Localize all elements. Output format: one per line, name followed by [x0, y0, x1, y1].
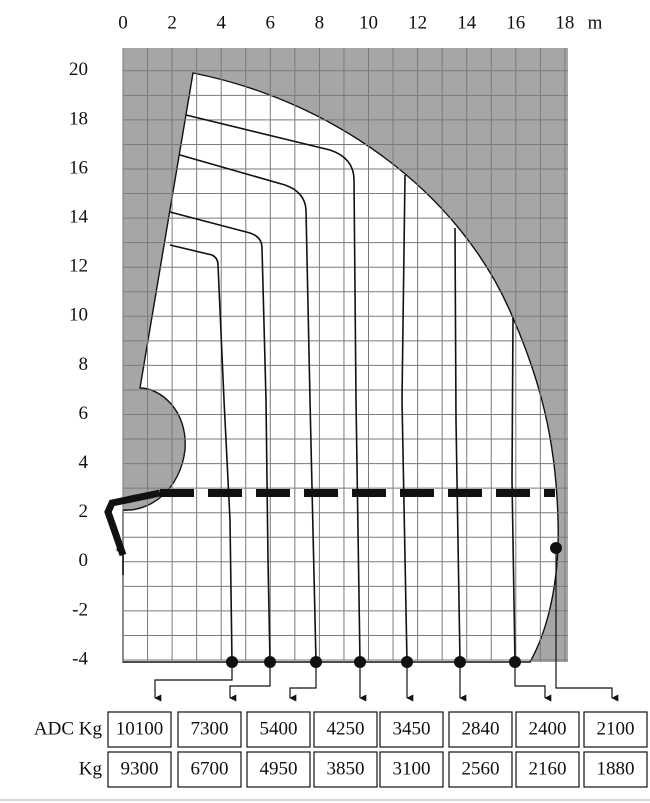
cell-value: 3450 — [393, 718, 431, 739]
x-tick-label: 10 — [359, 12, 378, 33]
y-tick-label: -4 — [72, 648, 88, 669]
y-tick-label: 0 — [79, 550, 89, 571]
cell — [107, 751, 172, 788]
cell — [583, 711, 648, 748]
y-tick-label: -2 — [72, 599, 88, 620]
y-tick-label: 20 — [69, 59, 88, 80]
y-tick-label: 12 — [69, 256, 88, 277]
load-curve — [454, 227, 461, 663]
cell-value: 9300 — [121, 758, 159, 779]
cell-value: 6700 — [191, 758, 229, 779]
cell — [515, 711, 580, 748]
load-curve — [169, 244, 233, 663]
cell — [515, 751, 580, 788]
load-curve — [511, 317, 516, 663]
cell — [448, 711, 513, 748]
x-tick-label: 0 — [118, 12, 128, 33]
cell — [313, 751, 378, 788]
working-envelope — [122, 72, 559, 663]
cell — [107, 711, 172, 748]
cell — [177, 751, 242, 788]
cell-value: 4250 — [327, 718, 365, 739]
cell-value: 7300 — [191, 718, 229, 739]
load-curve — [401, 174, 408, 663]
cell — [177, 711, 242, 748]
connectors — [154, 548, 619, 702]
grid — [122, 48, 568, 662]
points — [226, 542, 562, 668]
y-tick-label: 2 — [79, 501, 89, 522]
x-tick-label: 2 — [167, 12, 177, 33]
cell-value: 2100 — [597, 718, 635, 739]
y-tick-label: 4 — [79, 452, 89, 473]
cell-value: 3100 — [393, 758, 431, 779]
cell — [583, 751, 648, 788]
x-tick-label: 12 — [408, 12, 427, 33]
x-tick-label: 16 — [506, 12, 525, 33]
x-tick-label: 6 — [266, 12, 276, 33]
y-tick-label: 8 — [79, 354, 89, 375]
cell — [379, 711, 444, 748]
cell-value: 5400 — [260, 718, 298, 739]
cell-value: 2160 — [529, 758, 567, 779]
y-tick-label: 10 — [69, 305, 88, 326]
cell — [246, 711, 311, 748]
cell — [246, 751, 311, 788]
load-curve — [179, 154, 317, 663]
cell-value: 1880 — [597, 758, 635, 779]
x-unit: m — [588, 12, 603, 33]
boom — [104, 489, 161, 557]
cell — [313, 711, 378, 748]
y-tick-label: 14 — [69, 206, 89, 227]
cell-value: 2840 — [462, 718, 500, 739]
x-tick-label: 4 — [216, 12, 226, 33]
cell-value: 10100 — [116, 718, 164, 739]
cell-value: 4950 — [260, 758, 298, 779]
x-tick-label: 14 — [457, 12, 477, 33]
y-tick-label: 18 — [69, 108, 88, 129]
cell-value: 3850 — [327, 758, 365, 779]
y-tick-label: 6 — [79, 403, 89, 424]
y-tick-label: 16 — [69, 157, 88, 178]
row-label: ADC Kg — [34, 718, 103, 739]
cell-value: 2560 — [462, 758, 500, 779]
cell — [379, 751, 444, 788]
row-label: Kg — [79, 758, 103, 779]
cell-value: 2400 — [529, 718, 567, 739]
load-curve — [169, 211, 271, 663]
cell — [448, 751, 513, 788]
x-tick-label: 8 — [315, 12, 325, 33]
load-curve — [185, 114, 361, 663]
x-tick-label: 18 — [555, 12, 574, 33]
